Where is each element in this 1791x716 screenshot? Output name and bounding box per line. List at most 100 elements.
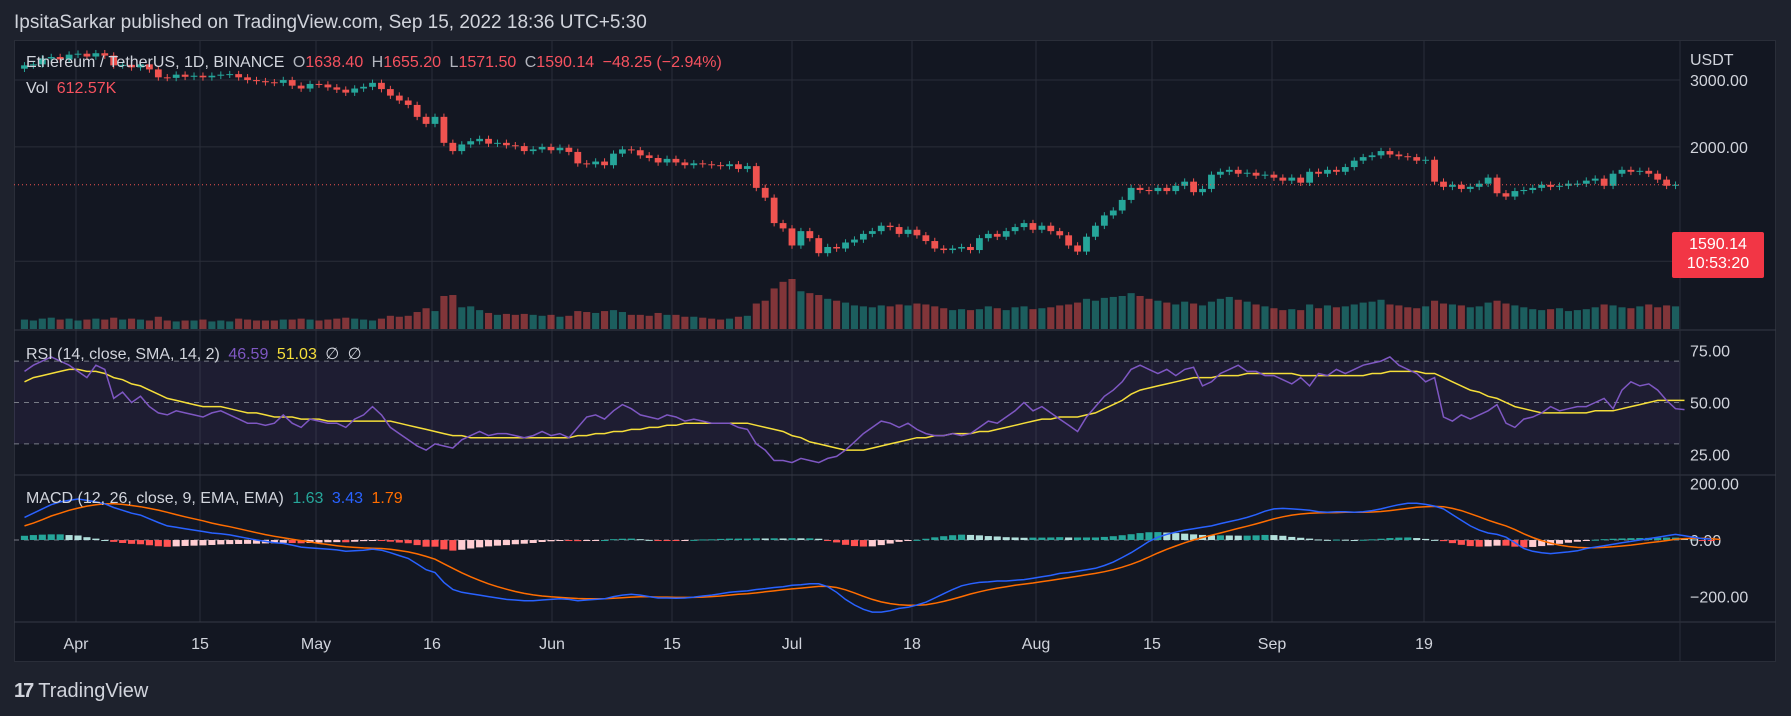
rsi-legend: RSI (14, close, SMA, 14, 2) 46.59 51.03 … [26, 344, 366, 364]
candle-body [779, 223, 787, 229]
volume-bar [1261, 306, 1269, 329]
time-tick-label: 15 [191, 636, 209, 653]
candle-body [1315, 171, 1322, 174]
volume-bar [574, 311, 582, 329]
macd-histogram-bar [1395, 537, 1403, 541]
macd-histogram-bar [806, 538, 814, 541]
volume-bar [1663, 305, 1671, 329]
candle-body [1199, 188, 1206, 193]
macd-histogram-bar [38, 534, 46, 541]
candle-body [1627, 169, 1635, 172]
volume-bar [1627, 308, 1635, 329]
candle-body [583, 163, 591, 165]
candle-body [422, 116, 430, 124]
candle-body [181, 74, 189, 77]
volume-bar [1448, 304, 1456, 329]
volume-bar [1591, 307, 1599, 329]
time-tick-label: 15 [1143, 636, 1161, 653]
macd-histogram-bar [734, 538, 743, 541]
macd-histogram-bar [681, 540, 689, 542]
candle-body [1109, 210, 1117, 216]
candle-body [235, 74, 243, 78]
volume-bar [1198, 305, 1207, 329]
volume-bar [1181, 301, 1189, 329]
volume-bar [1457, 305, 1465, 329]
candle-body [886, 225, 894, 228]
chart-canvas[interactable]: 3000.002000.001000.0075.0050.0025.00200.… [14, 40, 1776, 662]
candle-body [1663, 179, 1671, 186]
volume-bar [636, 314, 644, 329]
tradingview-logo[interactable]: 17 TradingView [14, 680, 148, 703]
macd-histogram-bar [1707, 540, 1715, 542]
macd-histogram-bar [859, 540, 867, 547]
volume-bar [1243, 301, 1251, 329]
macd-histogram-bar [65, 535, 73, 541]
macd-histogram-bar [1252, 535, 1260, 541]
candle-body [431, 116, 439, 124]
candle-body [958, 246, 965, 249]
volume-bar [127, 318, 136, 329]
volume-bar [20, 319, 29, 329]
candle-body [1163, 187, 1171, 192]
volume-bar [1431, 300, 1439, 329]
macd-histogram-bar [127, 540, 136, 544]
rsi-label[interactable]: RSI (14, close, SMA, 14, 2) [26, 346, 220, 363]
volume-bar [1270, 308, 1278, 329]
candle-body [342, 89, 350, 93]
volume-bar [1671, 306, 1680, 329]
macd-tick-label: 200.00 [1690, 476, 1739, 493]
candle-body [556, 147, 564, 151]
macd-histogram-bar [1600, 539, 1608, 541]
candle-body [904, 229, 912, 234]
volume-bar [1547, 309, 1555, 329]
volume-bar [1127, 293, 1135, 329]
candle-body [815, 238, 823, 254]
macd-label[interactable]: MACD (12, 26, close, 9, EMA, EMA) [26, 490, 284, 507]
volume-bar [1190, 303, 1198, 329]
volume-bar [1609, 305, 1617, 329]
macd-histogram-bar [190, 540, 198, 546]
macd-histogram-bar [618, 538, 626, 541]
rsi-line [24, 356, 1685, 464]
chart-frame[interactable] [14, 40, 1776, 662]
volume-bar [663, 314, 671, 329]
macd-histogram-bar [993, 536, 1001, 541]
volume-bar [850, 305, 859, 329]
volume-bar [1279, 310, 1287, 329]
volume-bar [1172, 304, 1180, 329]
rsi-sma-line [24, 368, 1685, 451]
candle-body [1234, 169, 1242, 174]
macd-histogram-bar [467, 540, 475, 549]
macd-histogram-bar [1618, 538, 1626, 541]
candle-body [395, 95, 403, 101]
macd-histogram-bar [556, 540, 564, 542]
volume-bar [833, 300, 841, 329]
candle-body [503, 142, 510, 146]
volume-bar [208, 321, 216, 329]
volume-bar [244, 319, 252, 329]
candle-body [1475, 183, 1483, 187]
macd-histogram-bar [940, 536, 948, 541]
symbol-title[interactable]: Ethereum / TetherUS, 1D, BINANCE [26, 54, 285, 71]
macd-histogram-bar [645, 539, 653, 541]
macd-histogram-bar [1663, 537, 1671, 541]
macd-histogram-bar [56, 534, 64, 541]
macd-histogram-bar [1377, 538, 1385, 541]
rsi-tick-label: 25.00 [1690, 447, 1730, 464]
candle-body [1591, 178, 1599, 181]
volume-bar [467, 306, 475, 329]
macd-histogram-bar [297, 540, 305, 544]
macd-histogram-bar [752, 538, 760, 541]
candle-body [1672, 184, 1679, 186]
volume-bar [1288, 309, 1296, 329]
volume-bar [1600, 304, 1608, 329]
candle-body [645, 155, 653, 158]
macd-histogram-bar [957, 534, 966, 541]
open-value: 1638.40 [305, 54, 364, 71]
candle-body [788, 228, 796, 246]
macd-histogram-bar [1163, 532, 1171, 541]
macd-histogram-bar [502, 540, 510, 546]
candle-body [1457, 184, 1465, 189]
candle-body [1065, 235, 1073, 246]
volume-bar [110, 317, 118, 329]
